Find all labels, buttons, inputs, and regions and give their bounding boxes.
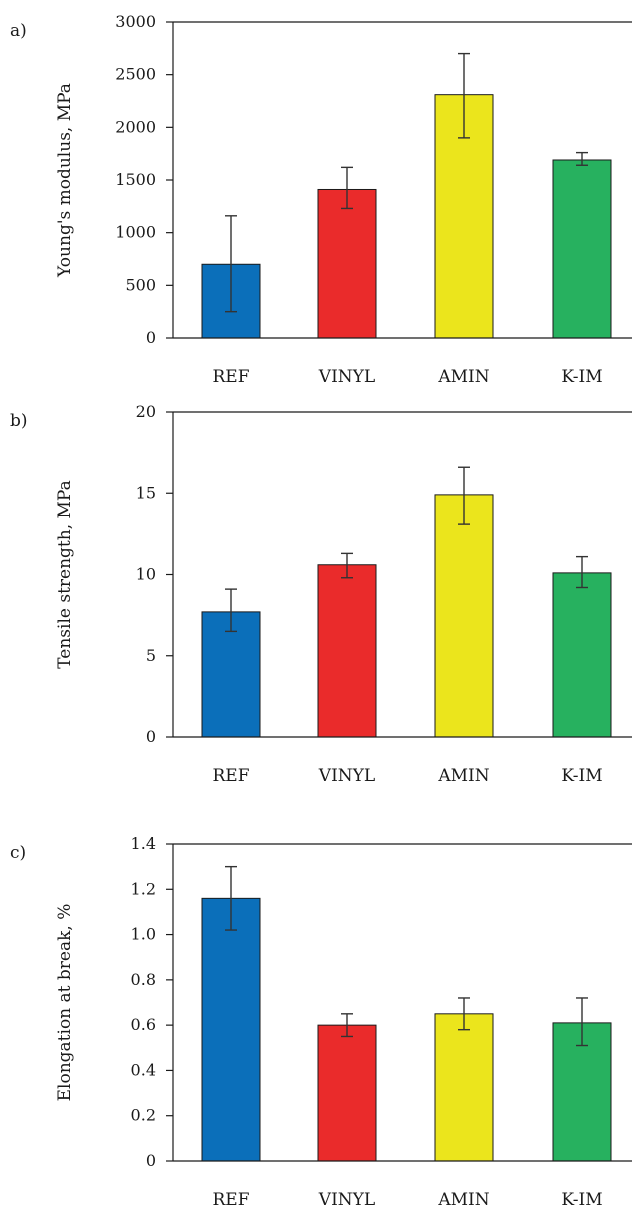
y-tick-label: 0.8 <box>131 970 156 989</box>
x-tick-label: REF <box>212 766 249 786</box>
y-tick-label: 0 <box>146 727 156 746</box>
y-tick-label: 1500 <box>115 170 156 189</box>
bar <box>317 1024 377 1162</box>
y-tick-label: 1.4 <box>131 834 156 853</box>
y-tick-label: 0 <box>146 1151 156 1170</box>
y-tick-label: 3000 <box>115 12 156 31</box>
bar <box>201 897 261 1162</box>
x-tick-label: VINYL <box>318 367 375 387</box>
bar <box>317 564 377 738</box>
x-tick-label: AMIN <box>437 367 489 387</box>
y-tick-label: 500 <box>125 275 156 294</box>
bar <box>434 494 494 738</box>
y-tick-label: 0.6 <box>131 1015 156 1034</box>
y-tick-label: 1000 <box>115 223 156 242</box>
x-tick-label: K-IM <box>561 766 602 786</box>
x-tick-label: AMIN <box>437 766 489 786</box>
x-tick-label: K-IM <box>561 367 602 387</box>
y-tick-label: 20 <box>136 402 156 421</box>
chart-panel: c) REF VINYL AMIN K-IM 0 0.2 0.4 0.6 0.8 1.0 1.2 1.4… <box>10 834 632 1209</box>
y-tick-label: 0.4 <box>131 1060 156 1079</box>
chart-panel: a) REF VINYL AMIN K-IM 0 500 1000 1500 2000 2500 30… <box>10 12 632 387</box>
bar <box>434 1013 494 1162</box>
panel-label: c) <box>10 843 26 863</box>
panel-label: a) <box>10 21 27 41</box>
bar <box>201 611 261 738</box>
x-tick-label: REF <box>212 1190 249 1209</box>
bar <box>552 572 612 738</box>
bar <box>317 188 377 339</box>
panel-label: b) <box>10 411 28 431</box>
x-tick-label: REF <box>212 367 249 387</box>
x-tick-label: AMIN <box>437 1190 489 1209</box>
x-tick-label: VINYL <box>318 766 375 786</box>
y-tick-label: 1.2 <box>131 879 156 898</box>
y-tick-label: 0 <box>146 328 156 347</box>
y-axis-title: Young's modulus, MPa <box>55 83 75 278</box>
y-tick-label: 2000 <box>115 117 156 136</box>
x-tick-label: VINYL <box>318 1190 375 1209</box>
y-tick-label: 5 <box>146 646 156 665</box>
y-tick-label: 0.2 <box>131 1106 156 1125</box>
y-tick-label: 10 <box>136 565 156 584</box>
x-tick-label: K-IM <box>561 1190 602 1209</box>
y-tick-label: 2500 <box>115 65 156 84</box>
y-axis-title: Elongation at break, % <box>55 904 75 1102</box>
chart-panel: b) REF VINYL AMIN K-IM 0 5 10 15 20 Tensile streng… <box>10 402 632 786</box>
bar <box>552 159 612 339</box>
y-tick-label: 15 <box>136 483 156 502</box>
y-tick-label: 1.0 <box>131 925 156 944</box>
y-axis-title: Tensile strength, MPa <box>55 480 75 668</box>
